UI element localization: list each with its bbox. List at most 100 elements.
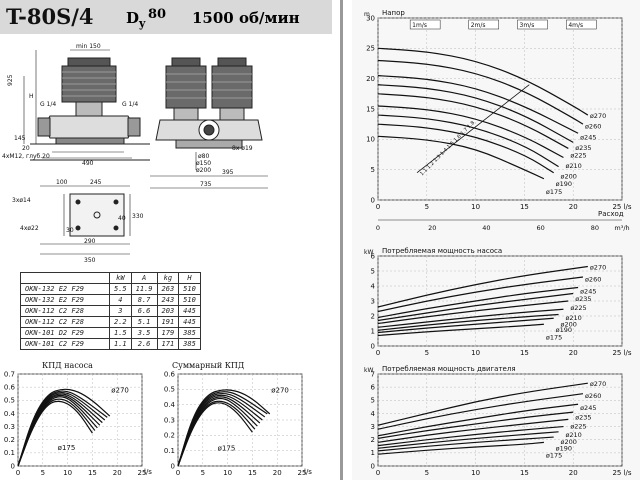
motor-value-cell: 2.2 bbox=[109, 316, 132, 328]
motor-table-row: OKN-101 C2 F29 1.1 2.6 171 385 bbox=[20, 338, 201, 350]
y-tick-label: 0 bbox=[371, 196, 375, 204]
y-tick-label: 5 bbox=[371, 166, 375, 174]
series-line bbox=[377, 436, 554, 452]
motor-value-cell: 1.1 bbox=[109, 338, 132, 350]
y-tick-label: 4 bbox=[371, 410, 376, 418]
y-tick-label: 1 bbox=[371, 449, 375, 457]
y-tick-label: 0 bbox=[171, 462, 175, 470]
velocity-box bbox=[409, 19, 441, 30]
velocity-label: 4m/s bbox=[568, 22, 583, 29]
motor-table-header: kW bbox=[109, 272, 132, 284]
motor-value-cell: 5.1 bbox=[130, 316, 158, 328]
annotation-label: ø175 bbox=[218, 445, 236, 453]
velocity-label: 2m/s bbox=[471, 22, 486, 29]
motor-model-cell: OKN-101 D2 F29 bbox=[20, 327, 110, 339]
x-tick-label: 25 l/s bbox=[612, 349, 631, 357]
x-tick-label: 5 bbox=[425, 203, 429, 211]
series-label: ø270 bbox=[590, 264, 606, 272]
dim-label: 245 bbox=[90, 179, 102, 186]
series-label: ø270 bbox=[590, 112, 606, 120]
npsh-line bbox=[416, 84, 530, 174]
y-axis-label: kW bbox=[364, 249, 373, 256]
motor-table-header: A bbox=[130, 272, 158, 284]
y-tick-label: 10 bbox=[366, 136, 375, 144]
dim-label: 20 bbox=[22, 145, 30, 152]
motor-value-cell: 11.9 bbox=[130, 283, 158, 295]
y-tick-label: 4 bbox=[371, 282, 376, 290]
series-line bbox=[177, 396, 261, 467]
series-label: ø175 bbox=[546, 333, 562, 341]
series-label: ø200 bbox=[561, 321, 577, 329]
series-line bbox=[377, 393, 584, 430]
y-tick-label: 0.2 bbox=[4, 436, 15, 444]
x-tick-label: 10 bbox=[471, 203, 480, 211]
x-tick-label: 10 bbox=[223, 469, 232, 477]
dim-label: 145 bbox=[14, 135, 26, 142]
x-tick-label: 20 bbox=[273, 469, 282, 477]
motor-value-cell: 179 bbox=[156, 327, 180, 339]
series-label: ø210 bbox=[565, 431, 581, 439]
motor-value-cell: 3.5 bbox=[130, 327, 158, 339]
title-bar: T-80S/4 Dy 80 1500 об/мин bbox=[0, 0, 332, 34]
series-line bbox=[377, 135, 545, 180]
x-tick-label: 0 bbox=[376, 469, 380, 477]
series-line bbox=[377, 300, 569, 325]
dim-label: 4xM12, глуб.20 bbox=[2, 153, 50, 160]
x-tick-label: 15 bbox=[520, 469, 529, 477]
series-line bbox=[377, 123, 554, 174]
y-tick-label: 0.1 bbox=[164, 447, 175, 455]
series-label: ø225 bbox=[570, 422, 586, 430]
motor-power-chart: 0 5 10 15 20 25 l/s 0 1 2 3 4 5 6 7 Потребляемая мощно… bbox=[364, 365, 632, 477]
dim-label: 395 bbox=[222, 169, 234, 176]
y-tick-label: 0.7 bbox=[4, 370, 15, 378]
speed-label: 1500 об/мин bbox=[192, 9, 300, 27]
y-tick-label: 20 bbox=[366, 75, 375, 83]
y-tick-label: 0.4 bbox=[4, 410, 16, 418]
x-axis-label: l/s bbox=[144, 468, 152, 476]
series-line bbox=[377, 425, 564, 447]
technical-drawing: min 150 H G 1/4 G 1/4 145 20 4xM12, глуб… bbox=[2, 43, 268, 264]
series-line bbox=[377, 308, 564, 328]
x-tick-label: 5 bbox=[425, 349, 429, 357]
motor-value-cell: 243 bbox=[156, 294, 180, 306]
y-tick-label: 6 bbox=[371, 252, 376, 260]
y-tick-label: 6 bbox=[371, 383, 376, 391]
x-tick-label: 15 bbox=[248, 469, 257, 477]
y-axis-label: kW bbox=[364, 367, 373, 374]
page-gutter bbox=[340, 0, 343, 480]
motor-model-cell: OKN-132 E2 F29 bbox=[20, 283, 110, 295]
total-efficiency-chart: 0 5 10 15 20 25 0 0.1 0.2 0.3 0.4 0.5 0.6 ø270 ø175 l/s bbox=[164, 370, 312, 477]
y-tick-label: 0.5 bbox=[4, 397, 15, 405]
motor-value-cell: 2.6 bbox=[130, 338, 158, 350]
y-tick-label: 0 bbox=[371, 342, 375, 350]
velocity-label: 3m/s bbox=[520, 22, 535, 29]
series-line bbox=[377, 382, 588, 426]
y-tick-label: 3 bbox=[371, 297, 375, 305]
y-tick-label: 7 bbox=[371, 370, 375, 378]
dim-label: 290 bbox=[84, 238, 96, 245]
x-tick-label: 5 bbox=[425, 469, 429, 477]
right-page: 0 5 10 15 20 25 l/s 0 5 10 15 20 25 30 Напор m ø270 ø260… bbox=[352, 0, 640, 480]
dim-label: 8x ø19 bbox=[232, 145, 253, 152]
series-label: ø270 bbox=[590, 380, 606, 388]
series-line bbox=[377, 59, 584, 125]
motor-value-cell: 191 bbox=[156, 316, 180, 328]
series-label: ø210 bbox=[565, 162, 581, 170]
x-tick-label: 0 bbox=[376, 203, 380, 211]
series-label: ø260 bbox=[585, 276, 601, 284]
motor-value-cell: 445 bbox=[178, 305, 201, 317]
motor-table-header bbox=[20, 272, 110, 284]
annotation-label: ø270 bbox=[111, 386, 129, 394]
series-label: ø245 bbox=[580, 288, 596, 296]
series-label: ø175 bbox=[546, 451, 562, 459]
secondary-x-tick-label: 80 bbox=[591, 224, 599, 232]
motor-table-row: OKN-112 C2 F28 2.2 5.1 191 445 bbox=[20, 316, 201, 328]
series-line bbox=[377, 276, 584, 313]
motor-table-header: kg bbox=[156, 272, 180, 284]
dim-label: G 1/4 bbox=[40, 101, 56, 108]
y-tick-label: 1 bbox=[371, 327, 375, 335]
series-label: ø235 bbox=[575, 414, 591, 422]
series-label: ø190 bbox=[556, 180, 572, 188]
dim-label: 350 bbox=[84, 257, 96, 264]
y-tick-label: 3 bbox=[371, 423, 375, 431]
